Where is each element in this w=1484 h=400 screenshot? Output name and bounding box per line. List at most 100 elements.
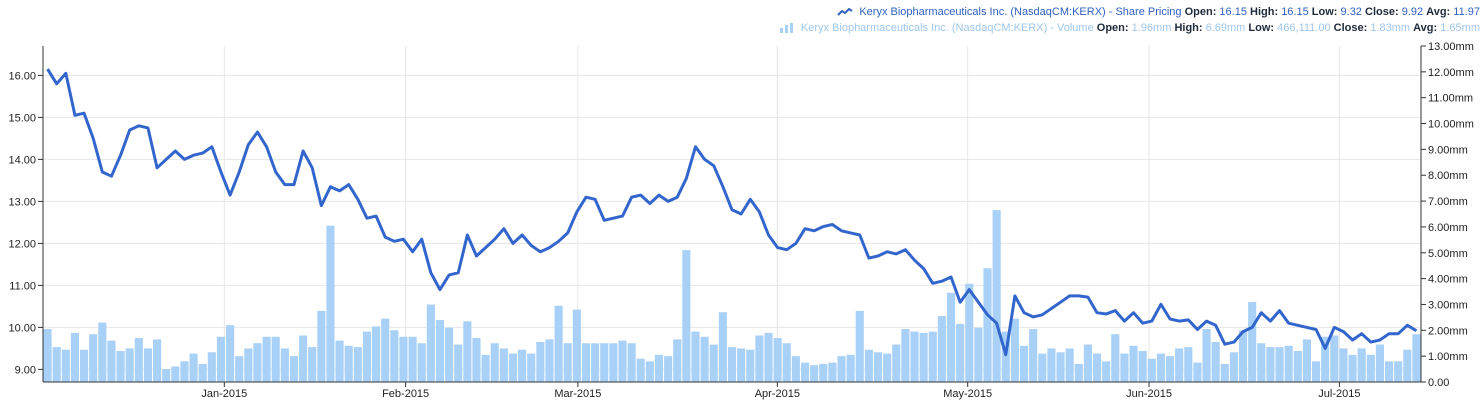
volume-bar[interactable]	[226, 325, 235, 382]
volume-bar[interactable]	[454, 344, 463, 382]
volume-bar[interactable]	[901, 329, 910, 382]
volume-bar[interactable]	[299, 335, 308, 382]
volume-bar[interactable]	[1065, 348, 1074, 382]
volume-bar[interactable]	[937, 316, 946, 382]
volume-bar[interactable]	[353, 347, 362, 382]
volume-bar[interactable]	[89, 334, 98, 382]
volume-bar[interactable]	[1010, 318, 1019, 382]
volume-bar[interactable]	[800, 362, 810, 382]
volume-bar[interactable]	[472, 338, 481, 382]
volume-bar[interactable]	[98, 322, 107, 382]
volume-bar[interactable]	[636, 358, 645, 382]
volume-bar[interactable]	[1184, 347, 1193, 382]
volume-bar[interactable]	[1165, 356, 1175, 382]
volume-bar[interactable]	[1220, 363, 1229, 382]
volume-bar[interactable]	[463, 321, 472, 382]
volume-bar[interactable]	[563, 343, 572, 382]
volume-bar[interactable]	[335, 340, 344, 382]
volume-bar[interactable]	[244, 348, 253, 382]
volume-bar[interactable]	[280, 348, 289, 382]
volume-bar[interactable]	[216, 336, 226, 382]
volume-bar[interactable]	[162, 369, 171, 382]
volume-bar[interactable]	[572, 309, 581, 382]
volume-bar[interactable]	[974, 327, 983, 382]
volume-bar[interactable]	[928, 331, 937, 382]
volume-bar[interactable]	[180, 361, 189, 382]
volume-bar[interactable]	[1311, 361, 1321, 382]
volume-bar[interactable]	[1321, 336, 1330, 382]
volume-bar[interactable]	[737, 348, 746, 382]
volume-bar[interactable]	[1156, 353, 1165, 382]
volume-bar[interactable]	[344, 345, 353, 382]
legend-price[interactable]: Keryx Biopharmaceuticals Inc. (NasdaqCM:…	[779, 4, 1480, 20]
volume-bar[interactable]	[956, 323, 965, 382]
volume-bar[interactable]	[1366, 354, 1375, 382]
volume-bar[interactable]	[883, 353, 892, 382]
volume-bar[interactable]	[189, 353, 198, 382]
volume-bar[interactable]	[1229, 352, 1238, 382]
volume-bar[interactable]	[1238, 330, 1248, 382]
volume-bar[interactable]	[125, 348, 134, 382]
volume-bar[interactable]	[381, 318, 390, 382]
volume-bar[interactable]	[983, 268, 992, 382]
volume-bar[interactable]	[1348, 354, 1357, 382]
volume-bar[interactable]	[1339, 348, 1348, 382]
volume-bar[interactable]	[490, 343, 499, 382]
volume-bar[interactable]	[536, 341, 545, 382]
volume-bar[interactable]	[1293, 350, 1302, 382]
volume-bar[interactable]	[408, 336, 417, 382]
volume-bar[interactable]	[1038, 353, 1047, 382]
volume-bar[interactable]	[372, 326, 381, 382]
volume-bar[interactable]	[52, 347, 61, 382]
volume-bar[interactable]	[1047, 348, 1056, 382]
volume-bar[interactable]	[1056, 352, 1065, 382]
price-line[interactable]	[46, 68, 1418, 357]
volume-bar[interactable]	[1019, 345, 1029, 382]
volume-bar[interactable]	[153, 339, 162, 382]
volume-bar[interactable]	[1384, 361, 1394, 382]
volume-bar[interactable]	[828, 362, 837, 382]
volume-bar[interactable]	[910, 331, 919, 382]
volume-bar[interactable]	[1330, 335, 1339, 382]
volume-bar[interactable]	[1074, 363, 1083, 382]
volume-bar[interactable]	[1001, 331, 1010, 382]
volume-bar[interactable]	[1092, 353, 1102, 382]
volume-bar[interactable]	[1375, 344, 1384, 382]
volume-bar[interactable]	[1394, 361, 1403, 382]
volume-bar[interactable]	[819, 363, 828, 382]
volume-bar[interactable]	[80, 349, 89, 382]
volume-bar[interactable]	[1211, 341, 1220, 382]
volume-bar[interactable]	[581, 343, 591, 382]
volume-bar[interactable]	[1403, 349, 1412, 382]
volume-bar[interactable]	[1147, 358, 1156, 382]
volume-bar[interactable]	[289, 356, 299, 382]
volume-bar[interactable]	[673, 339, 682, 382]
volume-bar[interactable]	[1193, 362, 1202, 382]
volume-bar[interactable]	[116, 350, 125, 382]
volume-bar[interactable]	[43, 329, 52, 382]
volume-bar[interactable]	[837, 356, 846, 382]
volume-bar[interactable]	[70, 332, 80, 382]
volume-bar[interactable]	[554, 305, 563, 382]
volume-bar[interactable]	[609, 343, 618, 382]
volume-bar[interactable]	[1357, 348, 1366, 382]
volume-bar[interactable]	[435, 319, 445, 382]
volume-bar[interactable]	[198, 363, 207, 382]
volume-bar[interactable]	[1412, 334, 1421, 382]
volume-bar[interactable]	[810, 365, 819, 382]
volume-bar[interactable]	[308, 347, 317, 382]
volume-bar[interactable]	[864, 349, 873, 382]
volume-bar[interactable]	[326, 225, 335, 382]
volume-bar[interactable]	[317, 310, 326, 382]
volume-bar[interactable]	[1302, 339, 1311, 382]
volume-bar[interactable]	[718, 312, 727, 382]
volume-bar[interactable]	[61, 349, 70, 382]
volume-bar[interactable]	[1275, 347, 1284, 382]
volume-bar[interactable]	[207, 352, 216, 382]
volume-bar[interactable]	[946, 292, 956, 382]
volume-bar[interactable]	[426, 304, 435, 382]
volume-bar[interactable]	[1248, 301, 1257, 382]
volume-bar[interactable]	[399, 336, 408, 382]
volume-bar[interactable]	[755, 335, 764, 382]
volume-bar[interactable]	[235, 356, 244, 382]
